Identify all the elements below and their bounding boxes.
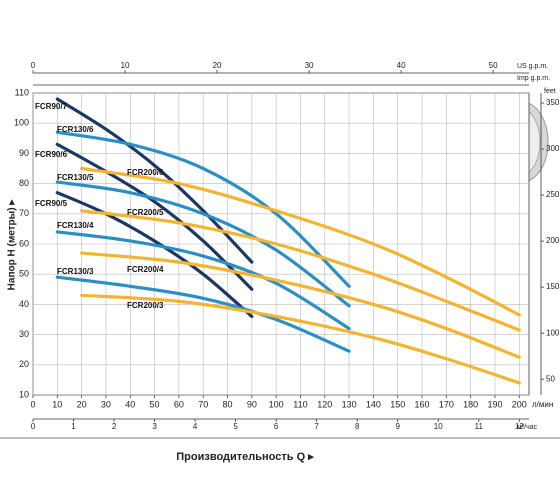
y-tick-label: 90 bbox=[19, 148, 29, 158]
x-tick-label: 40 bbox=[125, 399, 135, 409]
y-tick-label: 10 bbox=[19, 389, 29, 399]
y-tick-label: 20 bbox=[19, 359, 29, 369]
pump-curve bbox=[80, 166, 521, 317]
x-tick-label: 20 bbox=[77, 399, 87, 409]
secondary-tick-label: 10 bbox=[121, 61, 130, 70]
x-tick-label: 90 bbox=[247, 399, 257, 409]
right-tick-label: 100 bbox=[546, 328, 560, 337]
secondary-tick-label: 8 bbox=[355, 422, 360, 431]
x-tick-label: 140 bbox=[366, 399, 381, 409]
right-tick-label: 50 bbox=[546, 374, 555, 383]
pump-curve bbox=[55, 275, 351, 353]
curve-label: FCR130/5 bbox=[57, 173, 94, 182]
secondary-tick-label: 1 bbox=[71, 422, 76, 431]
y-tick-label: 110 bbox=[15, 87, 29, 97]
secondary-tick-label: 50 bbox=[489, 61, 498, 70]
curve-label: FCR200/3 bbox=[127, 301, 164, 310]
pump-curve bbox=[80, 251, 521, 359]
x-tick-label: 80 bbox=[223, 399, 233, 409]
secondary-tick-label: 0 bbox=[31, 61, 36, 70]
secondary-tick-label: 0 bbox=[31, 422, 36, 431]
secondary-axis-unit: US g.p.m. bbox=[517, 63, 548, 70]
curve-label: FCR200/6 bbox=[127, 168, 164, 177]
pump-curve bbox=[55, 230, 351, 331]
pump-curve bbox=[55, 142, 254, 291]
y-axis-label: Напор H (метры) ▸ bbox=[7, 199, 18, 291]
right-tick-label: 350 bbox=[546, 98, 560, 107]
secondary-tick-label: 3 bbox=[152, 422, 157, 431]
secondary-tick-label: 12 bbox=[515, 422, 524, 431]
x-unit: л/мин bbox=[532, 400, 553, 409]
x-tick-label: 50 bbox=[150, 399, 160, 409]
secondary-tick-label: 11 bbox=[475, 422, 484, 431]
y-tick-label: 80 bbox=[19, 178, 29, 188]
right-tick-label: 150 bbox=[546, 282, 560, 291]
x-tick-label: 100 bbox=[269, 399, 284, 409]
x-tick-label: 0 bbox=[30, 399, 35, 409]
secondary-tick-label: 9 bbox=[395, 422, 400, 431]
curve-label: FCR130/6 bbox=[57, 125, 94, 134]
pump-curve bbox=[55, 191, 254, 319]
y-tick-label: 70 bbox=[19, 208, 29, 218]
x-tick-label: 200 bbox=[512, 399, 527, 409]
y-tick-label: 40 bbox=[19, 299, 29, 309]
y-tick-label: 30 bbox=[19, 329, 29, 339]
secondary-tick-label: 20 bbox=[213, 61, 222, 70]
x-tick-label: 150 bbox=[390, 399, 405, 409]
x-tick-label: 30 bbox=[101, 399, 111, 409]
right-axis-unit: feet bbox=[544, 88, 556, 95]
curve-label: FCR130/4 bbox=[57, 221, 94, 230]
curve-label: FCR90/5 bbox=[35, 199, 68, 208]
curve-label: FCR90/6 bbox=[35, 150, 68, 159]
right-tick-label: 250 bbox=[546, 190, 560, 199]
right-tick-label: 200 bbox=[546, 236, 560, 245]
x-tick-label: 170 bbox=[439, 399, 454, 409]
x-tick-label: 120 bbox=[317, 399, 332, 409]
x-tick-label: 160 bbox=[415, 399, 430, 409]
y-tick-label: 100 bbox=[14, 118, 29, 128]
x-tick-label: 10 bbox=[52, 399, 62, 409]
curve-label: FCR200/5 bbox=[127, 208, 164, 217]
pump-curve bbox=[80, 293, 521, 385]
x-tick-label: 60 bbox=[174, 399, 184, 409]
secondary-axis-unit: Imp g.p.m. bbox=[517, 75, 550, 82]
secondary-tick-label: 5 bbox=[233, 422, 238, 431]
curve-label: FCR90/7 bbox=[35, 102, 68, 111]
y-tick-label: 50 bbox=[19, 269, 29, 279]
curve-label: FCR130/3 bbox=[57, 267, 94, 276]
secondary-tick-label: 40 bbox=[397, 61, 406, 70]
x-tick-label: 70 bbox=[198, 399, 208, 409]
x-tick-label: 180 bbox=[463, 399, 478, 409]
secondary-axis-unit: м³/час bbox=[517, 424, 538, 431]
x-tick-label: 190 bbox=[487, 399, 502, 409]
pump-curve bbox=[55, 180, 351, 308]
secondary-tick-label: 6 bbox=[274, 422, 279, 431]
secondary-tick-label: 7 bbox=[314, 422, 319, 431]
y-tick-label: 60 bbox=[19, 238, 29, 248]
secondary-tick-label: 2 bbox=[112, 422, 117, 431]
x-tick-label: 130 bbox=[342, 399, 357, 409]
pump-curve bbox=[55, 130, 351, 288]
secondary-tick-label: 4 bbox=[193, 422, 198, 431]
pump-curve bbox=[80, 209, 521, 332]
secondary-tick-label: 10 bbox=[434, 422, 443, 431]
right-tick-label: 300 bbox=[546, 144, 560, 153]
x-axis-label: Производительность Q ▸ bbox=[176, 451, 314, 463]
curve-label: FCR200/4 bbox=[127, 265, 164, 274]
secondary-tick-label: 30 bbox=[305, 61, 314, 70]
x-tick-label: 110 bbox=[293, 399, 307, 409]
